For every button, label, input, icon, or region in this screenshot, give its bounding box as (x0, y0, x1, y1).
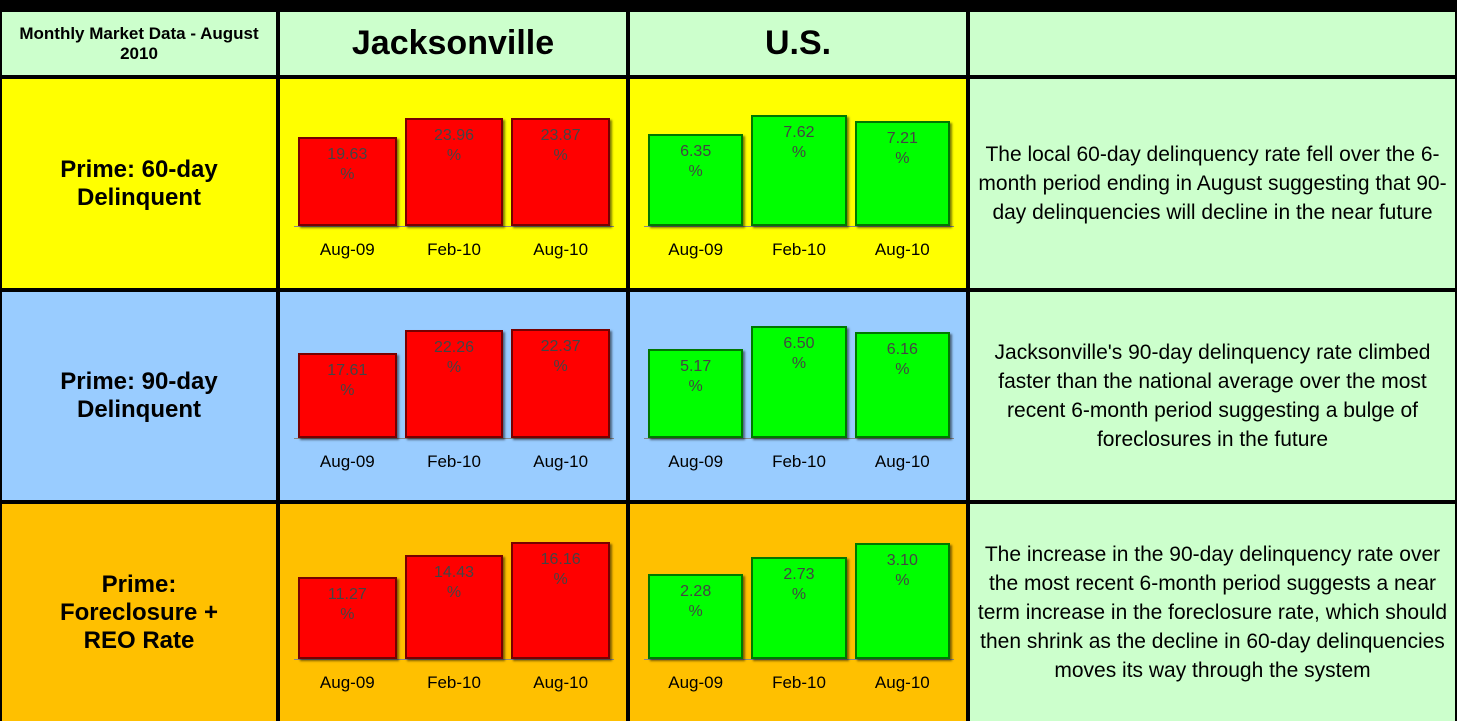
data-label: 19.63 % (327, 146, 368, 184)
baseline (644, 438, 954, 439)
data-label: 3.10 % (886, 552, 918, 590)
column-header: U.S. (628, 10, 968, 77)
baseline (644, 659, 954, 660)
chart-cell: 17.61 % Aug-09 22.26 % Feb-10 22.37 % Aug-10 (278, 290, 628, 502)
baseline (294, 226, 614, 227)
bar: 11.27 % (298, 577, 397, 659)
bar: 6.16 % (854, 331, 950, 438)
chart-cell: 19.63 % Aug-09 23.96 % Feb-10 23.87 % Aug-10 (278, 77, 628, 290)
category-label: Aug-10 (874, 240, 930, 259)
bar: 23.87 % (511, 118, 610, 226)
data-label: 16.16 % (540, 551, 581, 589)
category-label: Aug-09 (319, 452, 375, 471)
row-comment: The increase in the 90-day delinquency r… (968, 502, 1457, 721)
bar: 3.10 % (854, 543, 950, 659)
row-label: Prime: Foreclosure + REO Rate (0, 502, 278, 721)
data-label: 7.21 % (886, 130, 918, 168)
blank-header (968, 10, 1457, 77)
column-header: Jacksonville (278, 10, 628, 77)
category-label: Feb-10 (427, 452, 481, 471)
baseline (644, 226, 954, 227)
category-label: Aug-10 (533, 240, 589, 259)
corner-cell: Monthly Market Data - August 2010 (0, 10, 278, 77)
data-label: 22.26 % (433, 339, 474, 376)
bar: 22.37 % (511, 329, 610, 438)
bar: 2.28 % (648, 574, 744, 659)
bar: 7.21 % (854, 121, 950, 226)
bar: 22.26 % (404, 330, 504, 438)
row-label: Prime: 90-day Delinquent (0, 290, 278, 502)
bar: 6.35 % (648, 133, 744, 226)
row-comment: The local 60-day delinquency rate fell o… (968, 77, 1457, 290)
chart-cell: 6.35 % Aug-09 7.62 % Feb-10 7.21 % Aug-10 (628, 77, 968, 290)
chart-cell: 2.28 % Aug-09 2.73 % Feb-10 3.10 % Aug-10 (628, 502, 968, 721)
category-label: Aug-10 (533, 673, 589, 692)
bar: 23.96 % (404, 117, 504, 226)
category-label: Feb-10 (772, 240, 826, 259)
category-label: Feb-10 (427, 673, 481, 692)
category-label: Aug-10 (874, 673, 930, 692)
category-label: Feb-10 (772, 452, 826, 471)
bar: 16.16 % (511, 542, 610, 659)
data-label: 6.50 % (783, 334, 815, 372)
data-label: 2.73 % (783, 566, 815, 604)
data-label: 2.28 % (680, 583, 712, 621)
bar: 6.50 % (751, 325, 847, 438)
data-label: 17.61 % (327, 361, 368, 399)
data-label: 11.27 % (327, 586, 367, 624)
category-label: Aug-10 (874, 452, 930, 471)
chart-cell: 5.17 % Aug-09 6.50 % Feb-10 6.16 % Aug-10 (628, 290, 968, 502)
category-label: Aug-09 (668, 240, 724, 259)
data-label: 14.43 % (433, 563, 474, 601)
category-label: Feb-10 (427, 240, 481, 259)
chart-cell: 11.27 % Aug-09 14.43 % Feb-10 16.16 % Aug-10 (278, 502, 628, 721)
row-comment: Jacksonville's 90-day delinquency rate c… (968, 290, 1457, 502)
bar: 7.62 % (751, 115, 847, 226)
baseline (294, 438, 614, 439)
category-label: Aug-09 (319, 673, 375, 692)
category-label: Aug-10 (533, 452, 589, 471)
category-label: Aug-09 (319, 240, 375, 259)
category-label: Aug-09 (668, 673, 724, 692)
bar: 14.43 % (404, 554, 504, 659)
data-label: 23.96 % (433, 126, 474, 164)
data-label: 5.17 % (680, 357, 712, 395)
bar: 17.61 % (298, 352, 397, 438)
category-label: Feb-10 (772, 673, 826, 692)
data-label: 22.37 % (540, 338, 581, 376)
data-label: 6.16 % (886, 340, 918, 378)
row-label: Prime: 60-day Delinquent (0, 77, 278, 290)
baseline (294, 659, 614, 660)
data-label: 7.62 % (783, 124, 815, 162)
bar: 19.63 % (298, 137, 397, 226)
data-label: 23.87 % (540, 127, 581, 165)
bar: 2.73 % (751, 557, 847, 659)
bar: 5.17 % (648, 348, 744, 438)
data-label: 6.35 % (680, 142, 712, 180)
category-label: Aug-09 (668, 452, 724, 471)
